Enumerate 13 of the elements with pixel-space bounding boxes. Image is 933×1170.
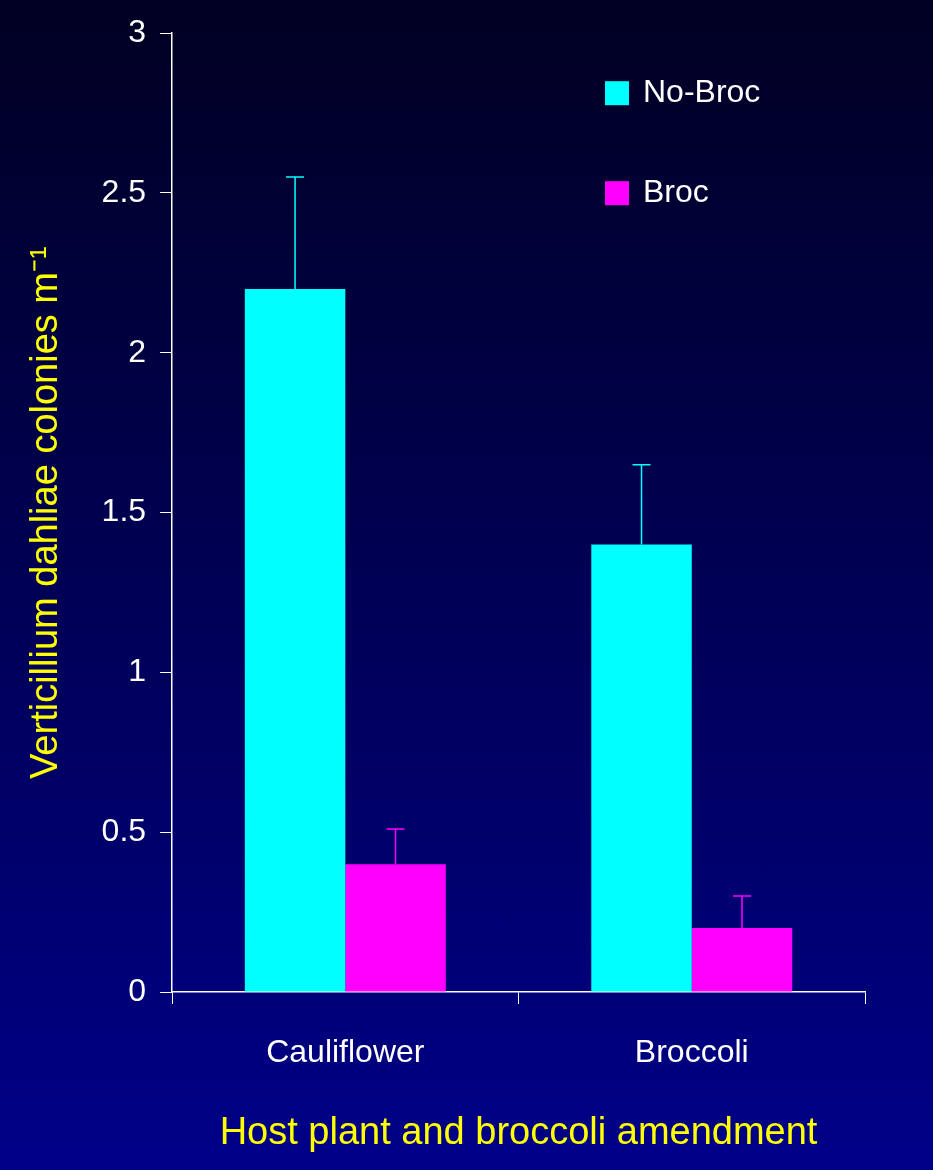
x-tick-label: Cauliflower: [266, 1033, 425, 1070]
legend-label: Broc: [643, 173, 709, 210]
y-tick-label: 0.5: [101, 812, 147, 849]
y-tick-label: 2.5: [101, 172, 147, 209]
legend-label: No-Broc: [643, 73, 761, 110]
y-tick-label: 1: [128, 652, 147, 689]
x-axis-title: Host plant and broccoli amendment: [219, 1109, 818, 1152]
y-tick-label: 3: [128, 13, 147, 50]
y-tick-label: 1.5: [101, 492, 147, 529]
x-tick-label: Broccoli: [634, 1033, 749, 1070]
y-tick-label: 2: [128, 332, 147, 369]
y-tick-label: 0: [128, 971, 147, 1008]
y-axis-title: Verticillium dahliae colonies m⁻¹: [23, 246, 66, 779]
